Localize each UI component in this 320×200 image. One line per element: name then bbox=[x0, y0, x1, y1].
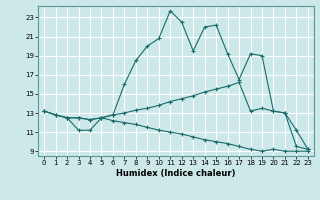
X-axis label: Humidex (Indice chaleur): Humidex (Indice chaleur) bbox=[116, 169, 236, 178]
